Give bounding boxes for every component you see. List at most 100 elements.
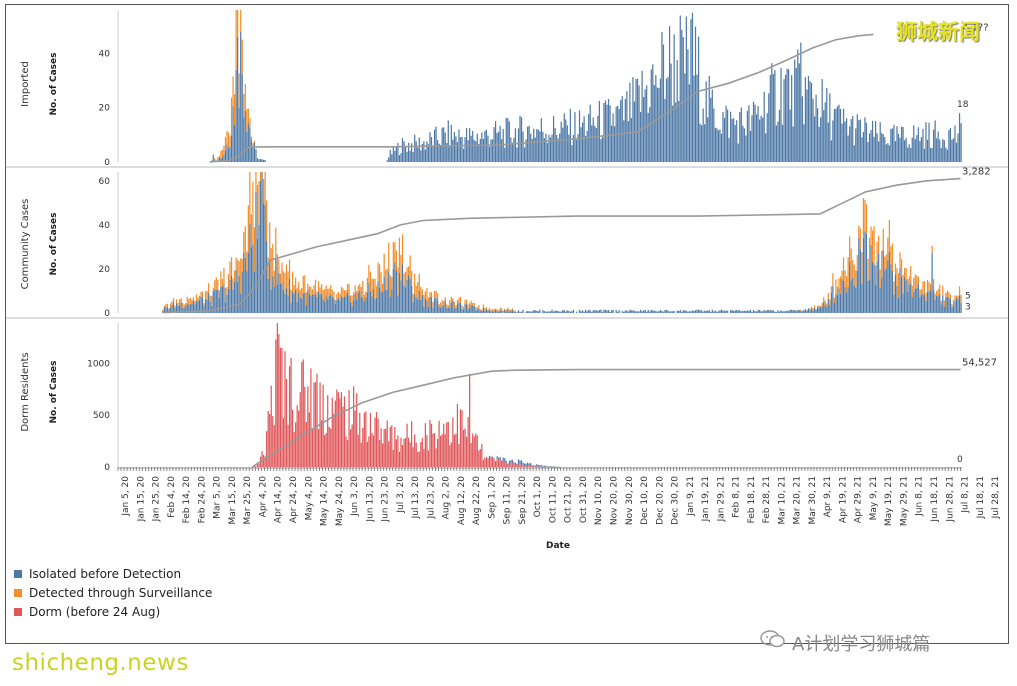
bar — [427, 297, 430, 307]
bar — [934, 293, 936, 300]
bar — [668, 26, 671, 162]
x-tick-label: May 14, 20 — [320, 476, 330, 526]
bar — [421, 143, 423, 162]
bar — [491, 139, 494, 162]
bar — [279, 347, 281, 467]
bar — [670, 311, 672, 313]
bar — [563, 310, 565, 313]
bar — [513, 310, 515, 312]
bar — [269, 414, 271, 467]
bar — [522, 465, 524, 467]
bar — [214, 158, 216, 161]
bar — [482, 307, 484, 313]
x-tick-label: Feb 14, 20 — [182, 476, 192, 524]
bar — [610, 125, 613, 162]
bar — [223, 268, 225, 285]
bar — [687, 311, 689, 313]
bar — [954, 295, 956, 302]
bar — [366, 292, 368, 313]
bar — [873, 226, 875, 265]
bar — [281, 282, 283, 313]
bar — [391, 277, 393, 290]
bar — [392, 242, 394, 270]
watermark-brand: 狮城新闻 — [896, 20, 980, 44]
bar — [665, 78, 668, 162]
bar — [459, 303, 462, 313]
bar — [319, 293, 321, 313]
bar — [240, 10, 242, 32]
bar — [342, 297, 344, 313]
bar — [943, 306, 945, 313]
bar — [836, 106, 839, 162]
bar — [774, 70, 776, 162]
bar — [235, 10, 237, 70]
bar — [713, 311, 715, 313]
bar — [548, 311, 550, 313]
bar — [430, 297, 433, 313]
bar — [501, 310, 503, 313]
x-tick-label: Dec 30, 20 — [671, 476, 681, 525]
bar — [951, 139, 953, 162]
bar — [920, 294, 923, 313]
bar — [673, 310, 675, 313]
bar — [285, 378, 288, 467]
bar — [949, 294, 952, 300]
bar — [627, 121, 629, 162]
bar — [736, 310, 738, 313]
bar — [557, 310, 559, 313]
bar — [176, 299, 178, 304]
bar — [386, 268, 388, 290]
bar — [644, 89, 646, 162]
bar — [850, 248, 852, 281]
bar — [433, 433, 436, 467]
bar — [499, 310, 501, 313]
bar — [554, 466, 556, 468]
bar — [791, 75, 793, 162]
x-tick-label: Jan 19, 21 — [701, 476, 711, 522]
bar — [867, 258, 869, 281]
bar — [832, 273, 834, 286]
bar — [801, 311, 803, 313]
bar — [737, 310, 739, 313]
bars-group — [162, 172, 962, 314]
bar — [389, 275, 391, 297]
bar — [630, 118, 633, 162]
bar — [423, 448, 425, 467]
bar — [307, 386, 309, 467]
bar — [664, 309, 666, 313]
bar — [746, 310, 749, 313]
bar — [273, 425, 275, 467]
bar — [588, 309, 590, 313]
bar — [580, 127, 582, 162]
bar — [885, 254, 887, 269]
bar — [934, 120, 936, 162]
bar — [884, 137, 886, 162]
bar — [258, 463, 260, 467]
bar — [378, 264, 381, 288]
bar — [606, 310, 608, 313]
bar — [728, 137, 730, 162]
bar — [936, 138, 938, 162]
bar — [221, 279, 223, 287]
bar — [559, 466, 561, 468]
bar — [447, 422, 449, 467]
bar — [462, 306, 465, 310]
bar — [610, 310, 613, 313]
bar — [855, 128, 857, 162]
bar — [568, 310, 570, 313]
bar — [902, 127, 904, 162]
bar — [498, 311, 500, 313]
x-tick-label: Jan 15, 20 — [136, 476, 146, 523]
bar — [522, 309, 524, 313]
bar — [382, 283, 384, 293]
bar — [488, 456, 491, 467]
bar — [371, 296, 373, 313]
bar — [856, 114, 858, 162]
bar — [440, 435, 442, 467]
bar — [504, 309, 506, 313]
bar — [571, 311, 573, 313]
bar — [765, 310, 767, 313]
latest-value-label: 5 — [965, 291, 971, 301]
bar — [862, 238, 865, 313]
